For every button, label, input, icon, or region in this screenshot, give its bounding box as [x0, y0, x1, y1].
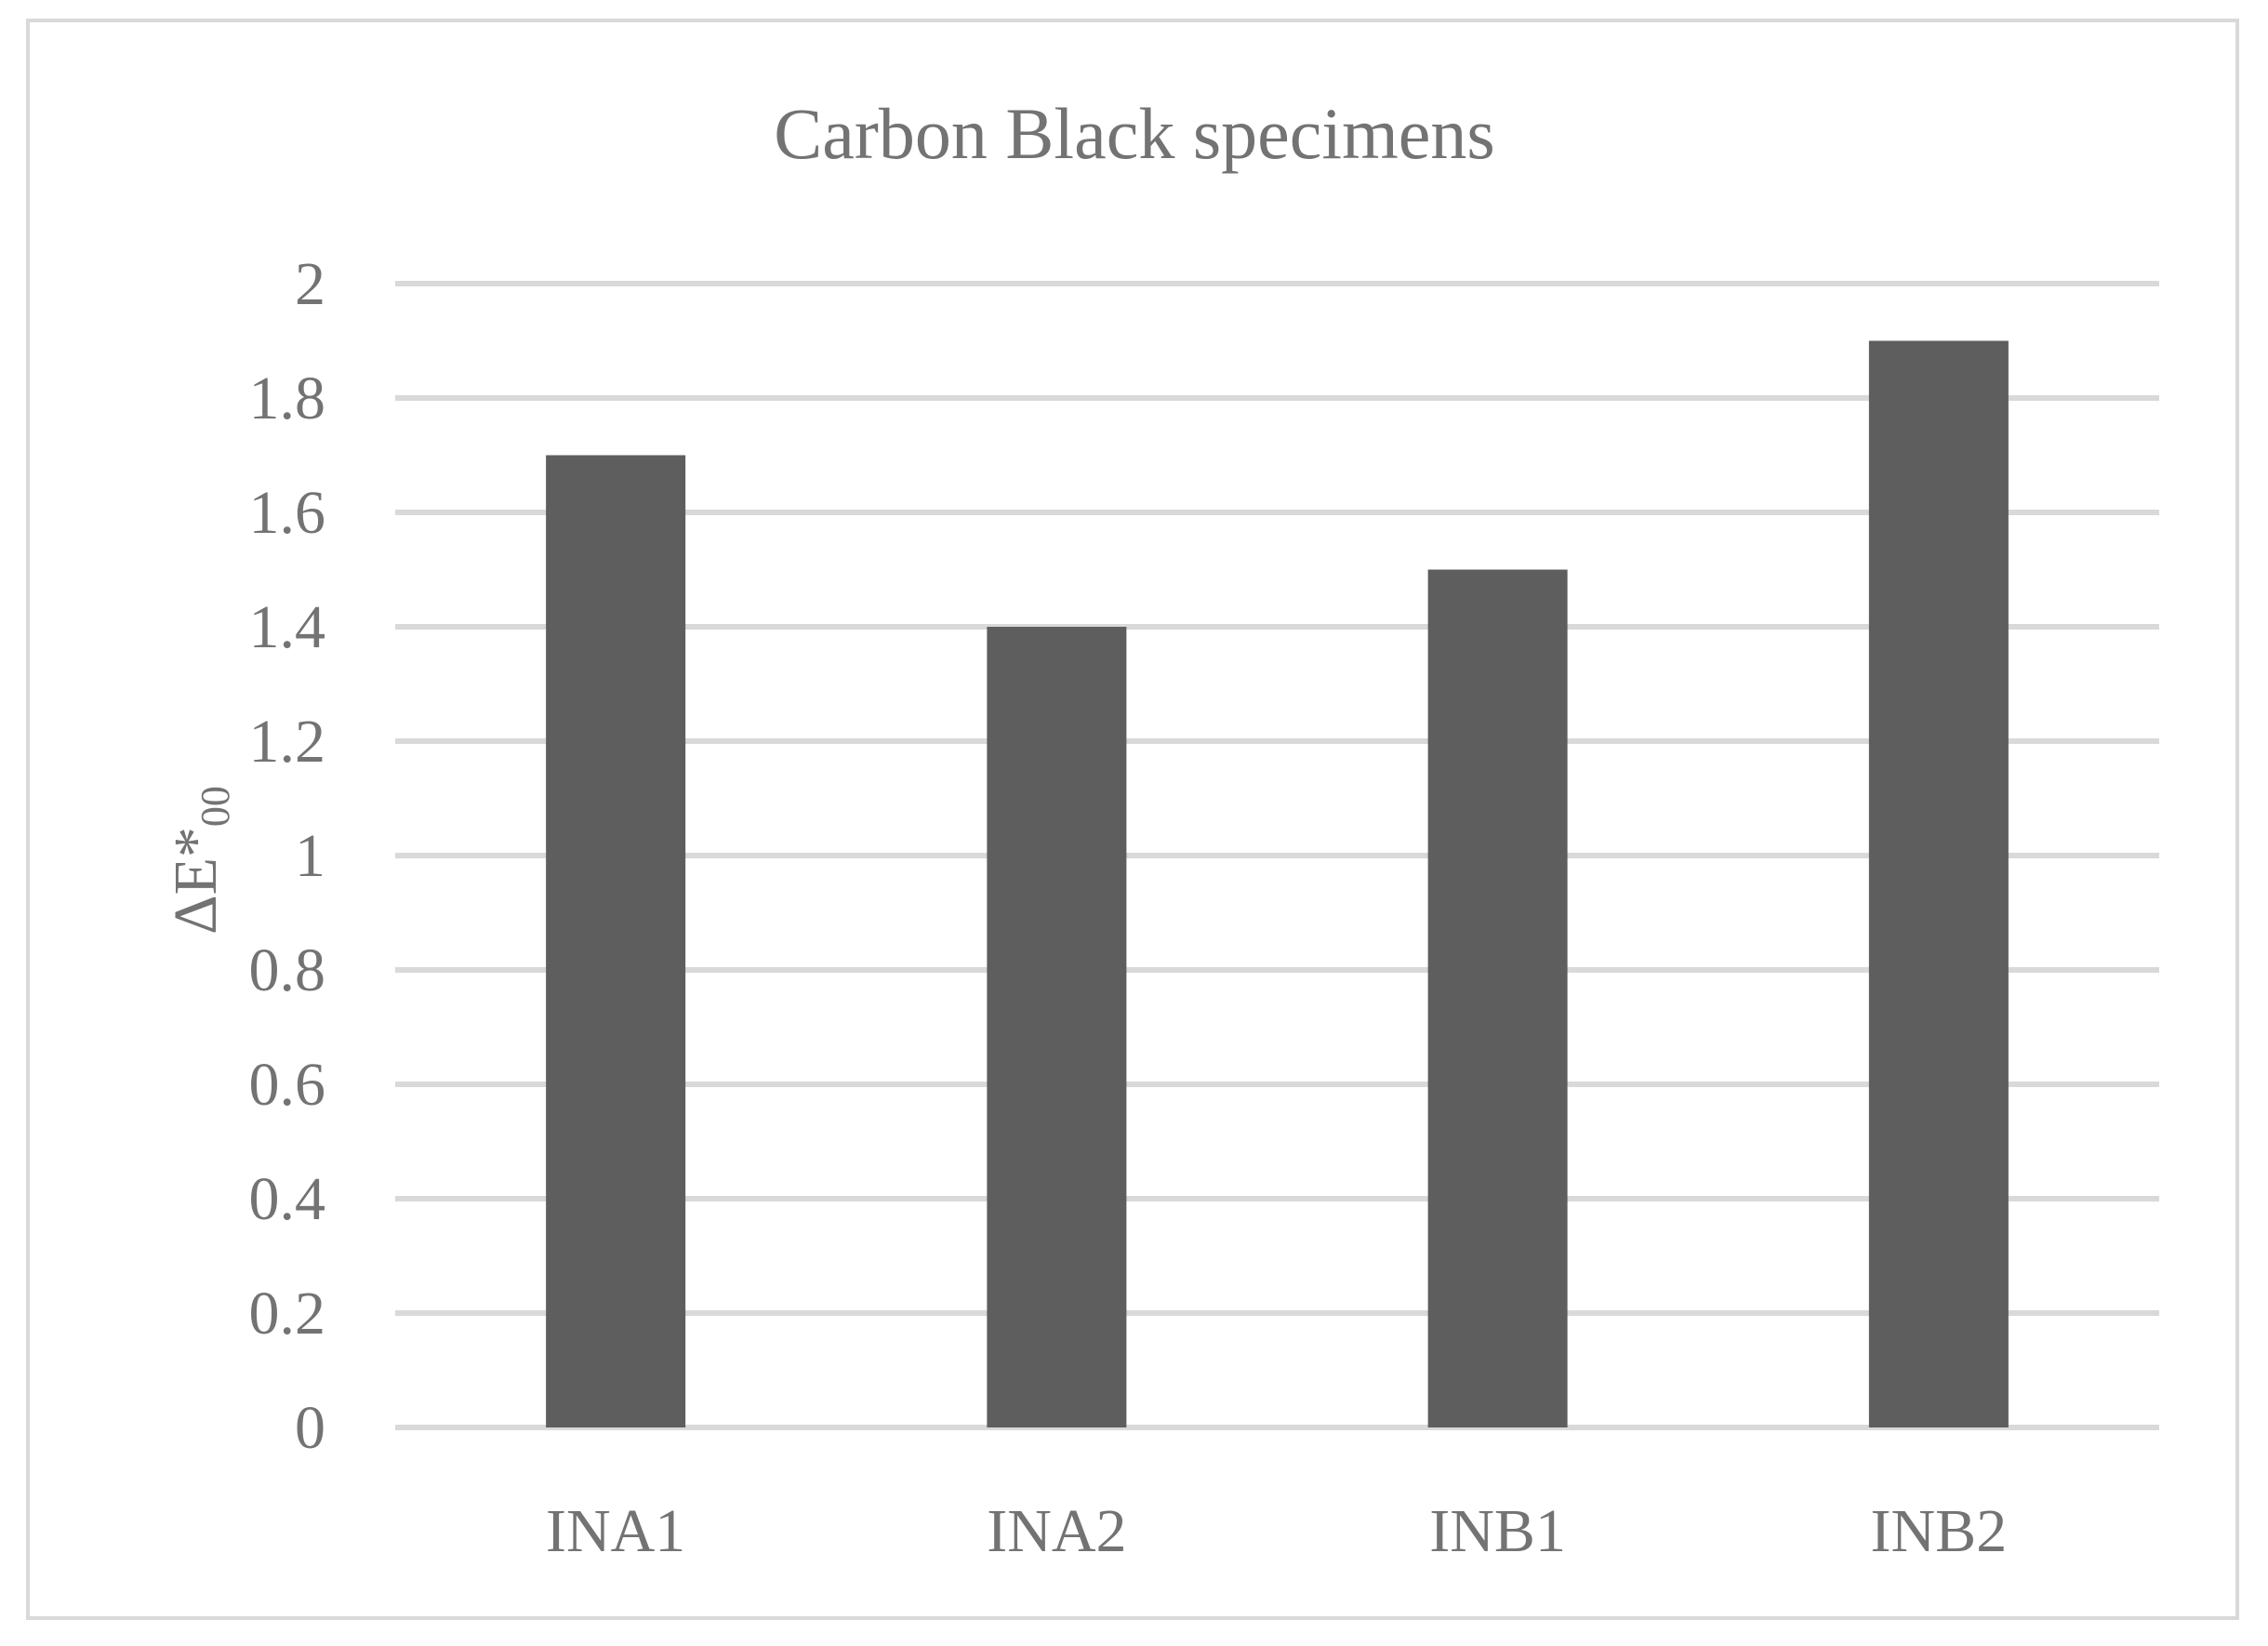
x-tick-label: INB2 — [1871, 1497, 2008, 1565]
y-axis-title-main: ΔE* — [162, 827, 230, 935]
y-axis-title: ΔE*00 — [162, 786, 238, 935]
y-axis-title-subscript: 00 — [192, 786, 238, 827]
y-tick-label: 0.6 — [249, 1051, 326, 1119]
gridlines — [395, 281, 2159, 1430]
y-tick-label: 1.8 — [249, 365, 326, 432]
y-tick-label: 1.6 — [249, 479, 326, 547]
y-tick-label: 0.4 — [249, 1165, 326, 1233]
x-tick-label: INA2 — [987, 1497, 1126, 1565]
y-tick-label: 0.8 — [249, 936, 326, 1004]
bar-inb2 — [1868, 340, 2009, 1427]
y-tick-label: 1.4 — [249, 593, 326, 661]
x-tick-label: INB1 — [1429, 1497, 1566, 1565]
y-tick-label: 0.2 — [249, 1280, 326, 1347]
bar-ina1 — [546, 455, 686, 1427]
y-tick-label: 2 — [295, 250, 325, 318]
bar-ina2 — [987, 627, 1127, 1427]
bar-inb1 — [1427, 569, 1568, 1427]
x-tick-label: INA1 — [546, 1497, 685, 1565]
y-tick-label: 1 — [295, 822, 325, 890]
bars — [546, 340, 2009, 1427]
chart-title: Carbon Black specimens — [774, 93, 1494, 174]
y-tick-label: 1.2 — [249, 708, 326, 776]
x-tick-labels: INA1 INA2 INB1 INB2 — [546, 1497, 2007, 1565]
y-tick-labels: 0 0.2 0.4 0.6 0.8 1 1.2 1.4 1.6 1.8 2 — [249, 250, 326, 1462]
y-tick-label: 0 — [295, 1394, 325, 1462]
